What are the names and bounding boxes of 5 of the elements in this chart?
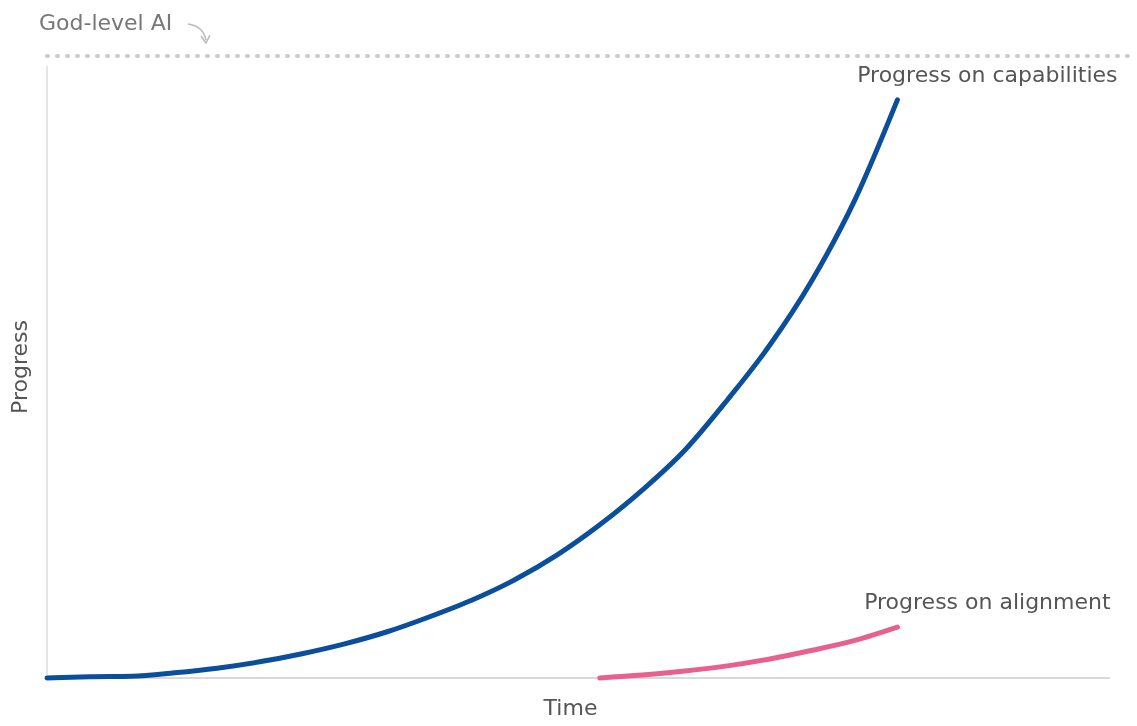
- x-axis-title: Time: [542, 695, 598, 720]
- series-label: Progress on alignment: [864, 589, 1111, 615]
- series-label: Progress on capabilities: [857, 61, 1118, 87]
- ref-line-label: God-level AI: [39, 10, 173, 35]
- y-axis-title: Progress: [7, 320, 32, 414]
